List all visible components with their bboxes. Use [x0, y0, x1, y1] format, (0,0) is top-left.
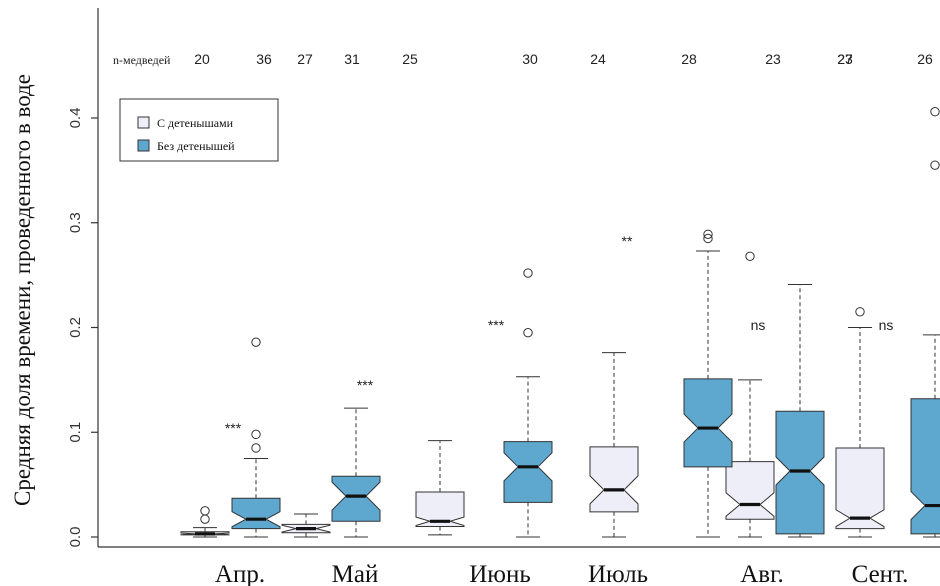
x-category-label: Июль — [588, 561, 648, 586]
n-count: 20 — [194, 51, 210, 67]
outlier-point — [703, 233, 713, 244]
legend-swatch-with-cubs — [137, 116, 150, 129]
box-body — [683, 378, 733, 468]
x-axis: Апр. Май Июнь Июль Авг. Сент. — [215, 561, 908, 586]
box-with-cubs — [415, 440, 465, 536]
n-count: 26 — [917, 51, 933, 67]
outlier-point — [251, 429, 261, 440]
significance-label: *** — [357, 377, 374, 393]
box-body — [331, 475, 381, 522]
significance-label: ns — [751, 317, 766, 333]
box-body — [725, 461, 775, 520]
significance-label: *** — [225, 420, 242, 436]
n-row-label: n-медведей — [113, 53, 171, 67]
n-count: 27 — [297, 51, 313, 67]
x-category-label: Апр. — [215, 561, 265, 586]
outlier-point — [251, 337, 261, 347]
outlier-point — [523, 328, 533, 338]
box-with-cubs — [835, 307, 885, 538]
box-without-cubs — [683, 229, 733, 538]
box-without-cubs — [503, 268, 553, 538]
x-category-label: Июнь — [469, 561, 531, 586]
outlier-point — [200, 514, 210, 524]
n-count: 28 — [681, 51, 697, 67]
plot-frame — [97, 8, 940, 548]
y-axis-label: Средняя доля времени, проведенного в вод… — [10, 74, 35, 506]
outlier-point — [200, 506, 210, 516]
n-count: 23 — [837, 51, 853, 67]
legend: С детенышами Без детенышей — [119, 98, 279, 162]
box-without-cubs — [231, 337, 281, 538]
legend-swatch-without-cubs — [137, 139, 150, 152]
y-tick-label: 0.4 — [67, 108, 84, 129]
box-body — [415, 491, 465, 528]
box-with-cubs — [589, 352, 639, 538]
y-tick-label: 0.2 — [67, 317, 84, 338]
box-with-cubs — [180, 506, 230, 538]
outlier-point — [251, 443, 261, 453]
n-count: 30 — [522, 51, 538, 67]
outlier-point — [855, 307, 865, 317]
y-tick-label: 0.0 — [67, 527, 84, 548]
box-body — [910, 398, 940, 535]
significance-label: ns — [879, 317, 894, 333]
box-with-cubs — [725, 251, 775, 538]
box-without-cubs — [910, 107, 940, 538]
significance-markers: ***********ns ns — [225, 233, 894, 436]
significance-label: *** — [488, 317, 505, 333]
box-body — [503, 441, 553, 503]
n-count: 36 — [256, 51, 272, 67]
n-count: 23 — [765, 51, 781, 67]
n-count: 27 — [837, 51, 853, 67]
n-count: 25 — [402, 51, 418, 67]
y-axis: 0.0 0.1 0.2 0.3 0.4 — [67, 108, 98, 548]
legend-label-without-cubs: Без детенышей — [157, 139, 235, 153]
x-category-label: Май — [332, 561, 379, 586]
n-count: 31 — [344, 51, 360, 67]
n-count: 24 — [590, 51, 606, 67]
sample-size-row: n-медведей 20 27 25 24 23 23 36 31 30 28 27 26 — [113, 51, 933, 67]
outlier-point — [745, 251, 755, 261]
legend-label-with-cubs: С детенышами — [157, 116, 234, 130]
box-body — [231, 497, 281, 530]
boxes — [180, 107, 940, 538]
outlier-point — [523, 268, 533, 278]
y-tick-label: 0.1 — [67, 422, 84, 443]
box-with-cubs — [281, 513, 331, 538]
outlier-point — [703, 229, 713, 239]
box-without-cubs — [775, 284, 825, 538]
box-body — [589, 446, 639, 513]
outlier-point — [930, 107, 940, 117]
x-category-label: Авг. — [740, 561, 784, 586]
y-tick-label: 0.3 — [67, 212, 84, 233]
x-category-label: Сент. — [852, 561, 909, 586]
box-body — [835, 447, 885, 530]
significance-label: ** — [622, 233, 633, 249]
box-without-cubs — [331, 407, 381, 538]
outlier-point — [930, 160, 940, 170]
